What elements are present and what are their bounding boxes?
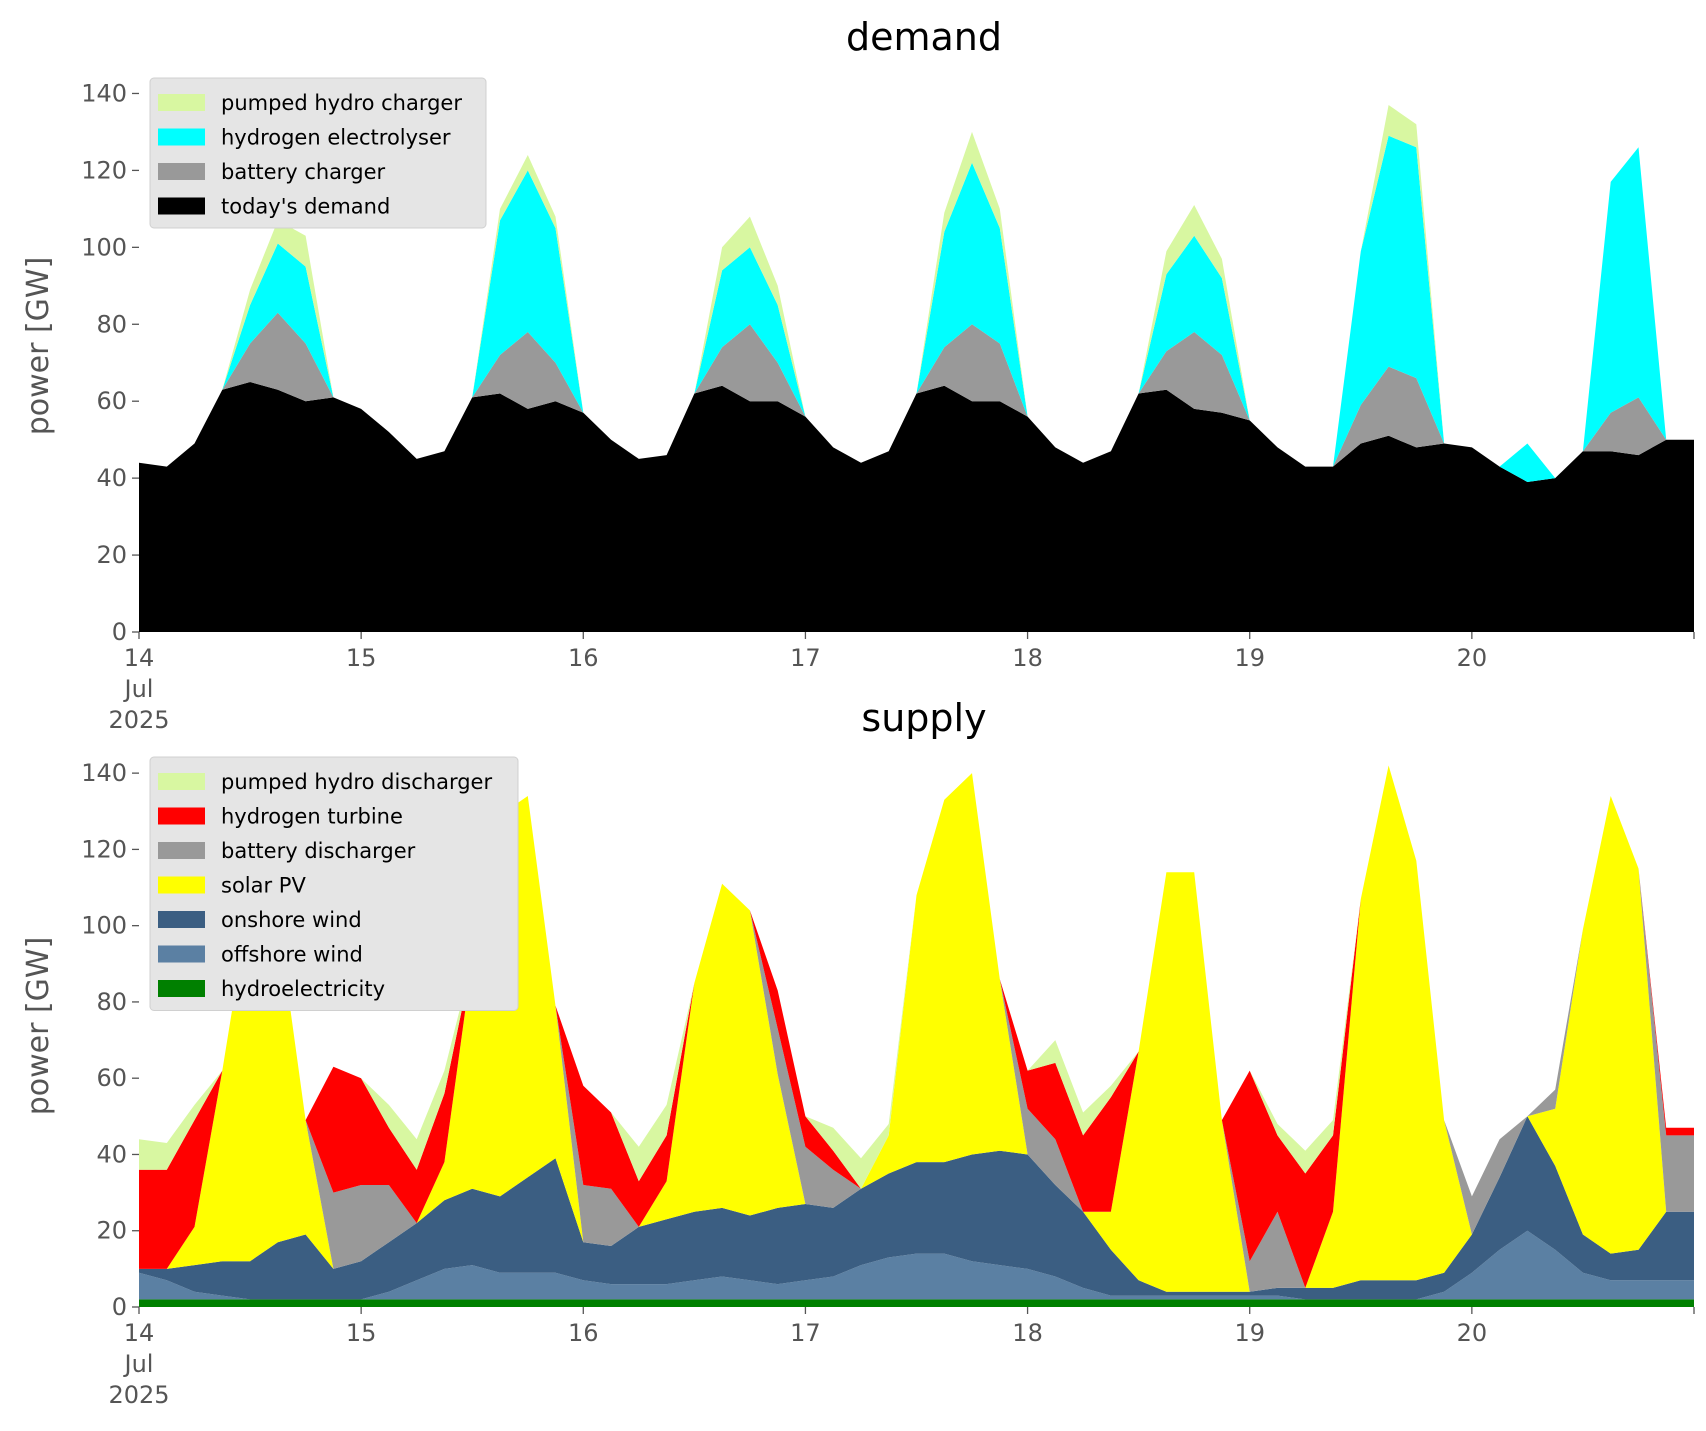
demand-y-tick-label: 80 (96, 310, 127, 338)
supply-y-tick-label: 100 (81, 912, 127, 940)
demand-y-tick-label: 0 (112, 618, 127, 646)
demand-legend: pumped hydro charger hydrogen electrolyse… (149, 77, 487, 229)
demand-x-tick-label: 20 (1457, 644, 1488, 672)
demand-x-tick-label: 16 (568, 644, 599, 672)
supply-legend-label: battery discharger (221, 839, 416, 863)
demand-y-tick-label: 20 (96, 541, 127, 569)
demand-legend-swatch (158, 197, 205, 215)
supply-y-tick-label: 80 (96, 988, 127, 1016)
demand-y-axis: 0 20 40 60 80 100 120 140 (81, 79, 139, 646)
supply-legend-swatch (158, 773, 205, 790)
supply-legend-swatch (158, 911, 205, 928)
supply-x-axis: 14 Jul 2025 15 16 17 18 19 20 (108, 1307, 1695, 1409)
supply-y-tick-label: 60 (96, 1064, 127, 1092)
demand-x-tick-label: Jul (123, 675, 154, 703)
demand-y-tick-label: 140 (81, 79, 127, 107)
supply-area-solar-pv (139, 765, 1694, 1292)
demand-x-tick-label: 14 (124, 644, 155, 672)
supply-x-tick-label: 15 (346, 1319, 377, 1347)
demand-area-battery-charger (139, 312, 1694, 482)
supply-y-tick-label: 120 (81, 835, 127, 863)
demand-legend-label: pumped hydro charger (221, 91, 462, 115)
demand-x-tick-label: 2025 (108, 706, 169, 734)
demand-legend-swatch (158, 94, 205, 111)
demand-legend-swatch (158, 163, 205, 180)
demand-y-axis-label: power [GW] (21, 257, 56, 436)
supply-chart-title: supply (861, 696, 986, 740)
demand-chart-title: demand (846, 15, 1002, 59)
demand-y-tick-label: 40 (96, 464, 127, 492)
supply-legend-label: pumped hydro discharger (221, 770, 492, 794)
demand-y-tick-label: 120 (81, 156, 127, 184)
supply-area-offshore-wind (139, 1230, 1694, 1300)
supply-x-tick-label: 14 (124, 1319, 155, 1347)
demand-areas (139, 105, 1694, 632)
demand-x-tick-label: 15 (346, 644, 377, 672)
demand-y-tick-label: 100 (81, 233, 127, 261)
demand-area-hydrogen-electrolyser (139, 135, 1694, 483)
supply-legend-swatch (158, 980, 205, 997)
demand-x-tick-label: 18 (1012, 644, 1043, 672)
supply-legend-label: onshore wind (221, 908, 362, 932)
supply-y-tick-label: 140 (81, 759, 127, 787)
supply-y-axis-label: power [GW] (21, 937, 56, 1116)
supply-y-tick-label: 20 (96, 1217, 127, 1245)
supply-legend-label: offshore wind (221, 943, 363, 967)
demand-legend-swatch (158, 128, 205, 146)
demand-x-axis: 14 Jul 2025 15 16 17 18 19 20 (108, 632, 1695, 734)
supply-x-tick-label: 17 (790, 1319, 821, 1347)
supply-x-tick-label: 18 (1012, 1319, 1043, 1347)
supply-x-tick-label: 16 (568, 1319, 599, 1347)
supply-legend: pumped hydro discharger hydrogen turbine b… (149, 756, 519, 1011)
supply-y-tick-label: 0 (112, 1293, 127, 1321)
demand-legend-label: battery charger (221, 160, 386, 184)
supply-legend-label: hydrogen turbine (221, 805, 403, 829)
demand-x-tick-label: 17 (790, 644, 821, 672)
supply-y-axis: 0 20 40 60 80 100 120 140 (81, 759, 139, 1321)
demand-legend-label: today's demand (221, 195, 390, 219)
supply-areas (139, 765, 1694, 1307)
supply-x-tick-label: 19 (1234, 1319, 1265, 1347)
supply-x-tick-label: Jul (123, 1350, 154, 1378)
supply-area-hydroelectricity (139, 1299, 1694, 1307)
supply-legend-label: hydroelectricity (221, 977, 385, 1001)
supply-legend-swatch (158, 807, 205, 825)
supply-legend-swatch (158, 842, 205, 859)
supply-x-tick-label: 2025 (108, 1381, 169, 1409)
demand-x-tick-label: 19 (1234, 644, 1265, 672)
demand-legend-box (149, 77, 487, 229)
supply-area-onshore-wind (139, 1116, 1694, 1300)
supply-legend-swatch (158, 876, 205, 894)
demand-y-tick-label: 60 (96, 387, 127, 415)
demand-area-today-s-demand (139, 382, 1694, 632)
demand-legend-label: hydrogen electrolyser (221, 126, 451, 150)
supply-x-tick-label: 20 (1457, 1319, 1488, 1347)
supply-legend-swatch (158, 945, 205, 963)
supply-legend-label: solar PV (221, 874, 306, 898)
supply-y-tick-label: 40 (96, 1140, 127, 1168)
supply-legend-box (149, 756, 519, 1011)
